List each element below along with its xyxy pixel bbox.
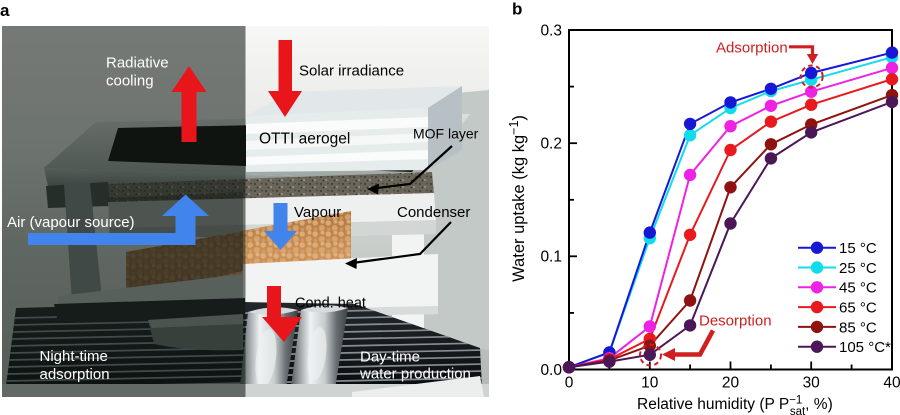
svg-text:85 °C: 85 °C bbox=[839, 319, 877, 336]
svg-text:OTTI aerogel: OTTI aerogel bbox=[259, 131, 350, 148]
svg-text:105 °C*: 105 °C* bbox=[839, 339, 891, 356]
svg-text:Water uptake (kg kg−1): Water uptake (kg kg−1) bbox=[507, 115, 528, 282]
svg-text:Desorption: Desorption bbox=[699, 313, 772, 330]
svg-text:0.2: 0.2 bbox=[540, 136, 562, 153]
svg-text:20: 20 bbox=[722, 375, 740, 392]
svg-text:40: 40 bbox=[883, 375, 900, 392]
svg-text:Day-time: Day-time bbox=[360, 349, 420, 366]
svg-text:0.1: 0.1 bbox=[540, 249, 562, 266]
svg-text:a: a bbox=[0, 1, 10, 20]
svg-text:65 °C: 65 °C bbox=[839, 300, 877, 317]
svg-text:45 °C: 45 °C bbox=[839, 280, 877, 297]
svg-text:water production: water production bbox=[359, 366, 471, 383]
svg-text:Air (vapour source): Air (vapour source) bbox=[7, 214, 135, 231]
svg-text:cooling: cooling bbox=[106, 73, 154, 90]
svg-text:Night-time: Night-time bbox=[40, 348, 108, 365]
svg-text:0.0: 0.0 bbox=[540, 362, 562, 379]
svg-text:Radiative: Radiative bbox=[106, 55, 169, 72]
svg-text:Condenser: Condenser bbox=[397, 204, 470, 221]
svg-text:0.3: 0.3 bbox=[540, 23, 562, 40]
svg-text:Vapour: Vapour bbox=[294, 204, 341, 221]
svg-text:b: b bbox=[512, 0, 522, 19]
svg-text:0: 0 bbox=[565, 375, 574, 392]
svg-text:Solar irradiance: Solar irradiance bbox=[299, 63, 404, 80]
svg-text:10: 10 bbox=[641, 375, 659, 392]
svg-text:Cond. heat: Cond. heat bbox=[295, 296, 366, 312]
svg-text:25 °C: 25 °C bbox=[839, 260, 877, 277]
svg-text:15 °C: 15 °C bbox=[839, 240, 877, 257]
svg-text:30: 30 bbox=[803, 375, 821, 392]
svg-text:adsorption: adsorption bbox=[40, 366, 110, 383]
svg-text:Adsorption: Adsorption bbox=[716, 40, 788, 57]
svg-text:MOF layer: MOF layer bbox=[413, 126, 479, 142]
